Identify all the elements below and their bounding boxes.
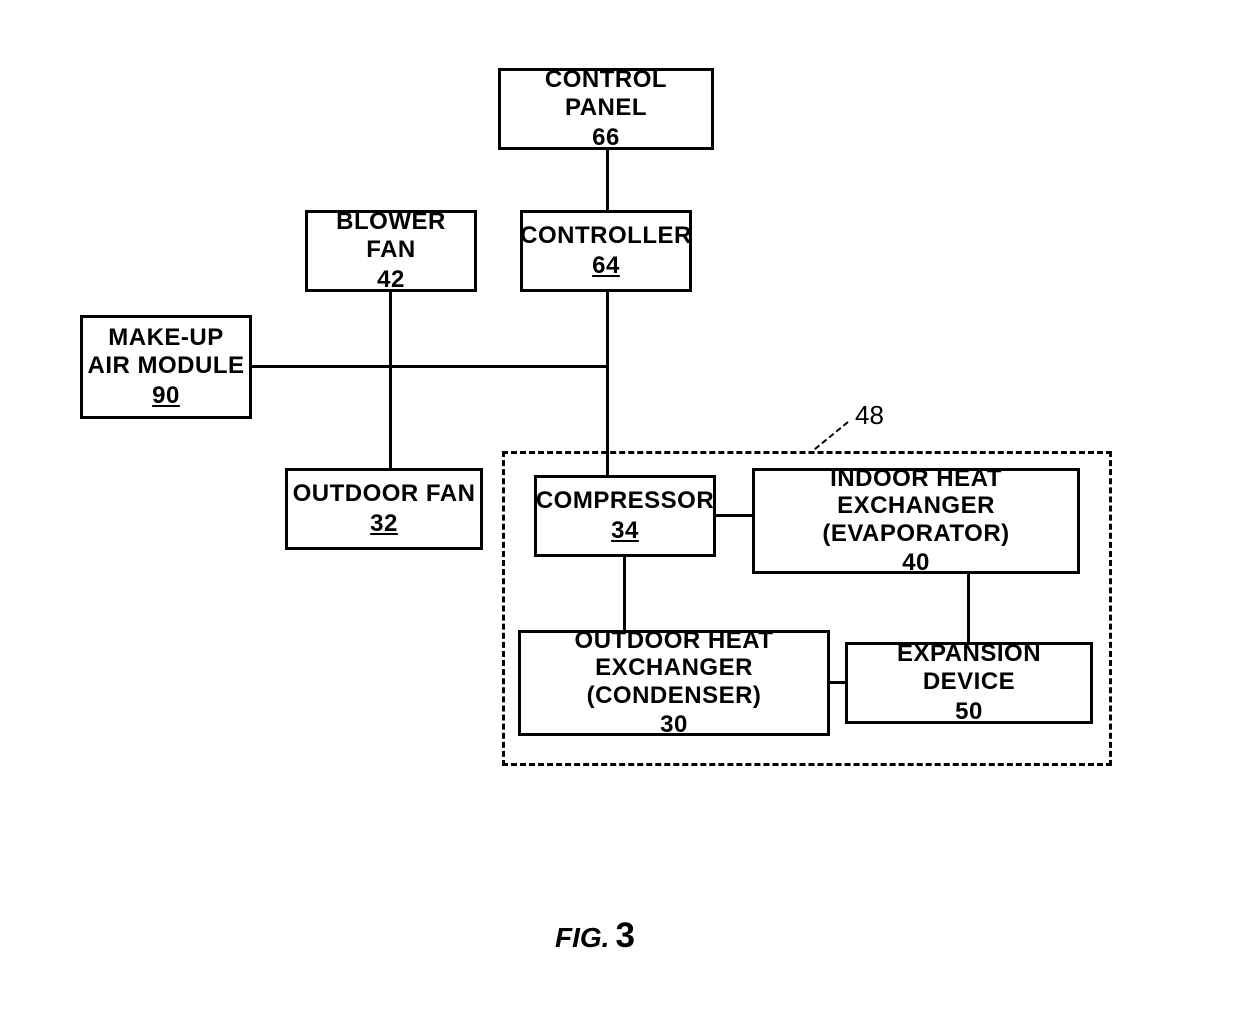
figure-caption-prefix: FIG. <box>555 922 609 954</box>
figure-caption-number: 3 <box>615 916 634 956</box>
control-panel-label: CONTROL PANEL <box>501 66 711 121</box>
indoor-hx-num: 40 <box>902 549 930 577</box>
outdoor-hx-num: 30 <box>660 711 688 739</box>
outdoor-fan-box: OUTDOOR FAN 32 <box>285 468 483 550</box>
connector-line <box>967 574 970 642</box>
controller-label: CONTROLLER <box>520 222 692 250</box>
group-label: 48 <box>855 400 884 431</box>
connector-line <box>623 557 626 630</box>
controller-num: 64 <box>592 252 620 280</box>
outdoor-hx-label: OUTDOOR HEATEXCHANGER (CONDENSER) <box>521 627 827 710</box>
outdoor-fan-label: OUTDOOR FAN <box>293 480 476 508</box>
compressor-box: COMPRESSOR 34 <box>534 475 716 557</box>
connector-line <box>389 292 392 367</box>
controller-box: CONTROLLER 64 <box>520 210 692 292</box>
group-leader <box>814 421 848 450</box>
outdoor-hx-box: OUTDOOR HEATEXCHANGER (CONDENSER) 30 <box>518 630 830 736</box>
connector-line <box>606 150 609 210</box>
expansion-box: EXPANSION DEVICE 50 <box>845 642 1093 724</box>
blower-fan-num: 42 <box>377 266 405 294</box>
makeup-air-box: MAKE-UPAIR MODULE 90 <box>80 315 252 419</box>
makeup-air-num: 90 <box>152 382 180 410</box>
connector-line <box>389 367 392 468</box>
outdoor-fan-num: 32 <box>370 510 398 538</box>
blower-fan-box: BLOWER FAN 42 <box>305 210 477 292</box>
indoor-hx-box: INDOOR HEAT EXCHANGER(EVAPORATOR) 40 <box>752 468 1080 574</box>
connector-line <box>252 365 609 368</box>
makeup-air-label: MAKE-UPAIR MODULE <box>88 324 245 379</box>
indoor-hx-label: INDOOR HEAT EXCHANGER(EVAPORATOR) <box>755 465 1077 548</box>
connector-line <box>606 367 609 475</box>
connector-line <box>606 292 609 367</box>
compressor-label: COMPRESSOR <box>536 487 714 515</box>
blower-fan-label: BLOWER FAN <box>308 208 474 263</box>
expansion-num: 50 <box>955 698 983 726</box>
control-panel-box: CONTROL PANEL 66 <box>498 68 714 150</box>
control-panel-num: 66 <box>592 124 620 152</box>
connector-line <box>716 514 752 517</box>
compressor-num: 34 <box>611 517 639 545</box>
connector-line <box>830 681 845 684</box>
figure-caption: FIG. 3 <box>555 916 635 956</box>
expansion-label: EXPANSION DEVICE <box>848 640 1090 695</box>
